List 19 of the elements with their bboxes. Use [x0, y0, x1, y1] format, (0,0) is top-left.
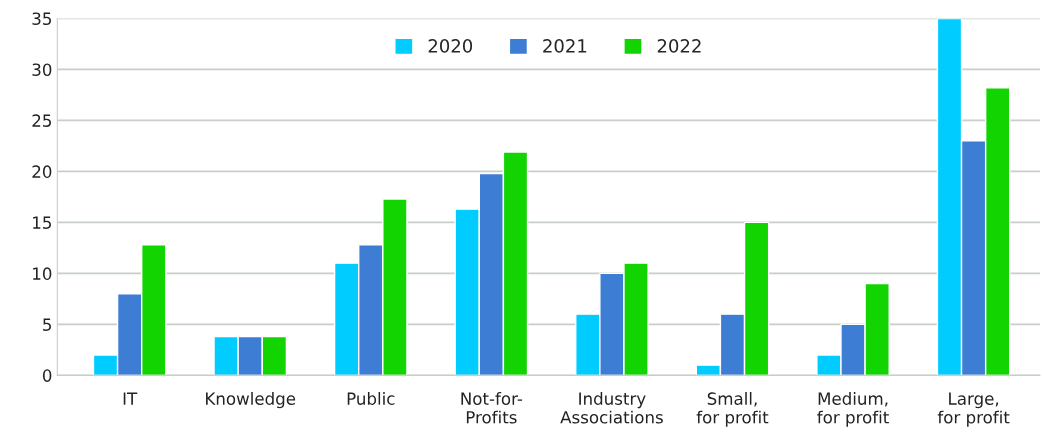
legend-label: 2020	[428, 39, 473, 53]
x-tick-label: Small, for profit	[696, 392, 769, 427]
y-tick-label: 15	[33, 216, 51, 229]
y-tick-label: 20	[32, 165, 52, 178]
x-tick-label: Public	[347, 392, 395, 405]
y-tick-label: 5	[43, 318, 51, 331]
x-tick-label: Large, for profit	[937, 392, 1010, 427]
y-tick-label: 35	[32, 12, 51, 26]
x-tick-label: Not-for- Profits	[461, 392, 523, 424]
x-tick-label: Knowledge	[206, 392, 296, 409]
x-tick-label: Industry Associations	[560, 392, 663, 424]
legend-label: 2022	[657, 39, 701, 53]
legend-label: 2021	[543, 39, 587, 53]
x-tick-label: IT	[123, 392, 138, 405]
y-tick-label: 25	[32, 114, 51, 127]
x-tick-label: Medium, for profit	[817, 392, 889, 427]
y-tick-label: 10	[33, 267, 52, 280]
y-tick-label: 0	[42, 369, 52, 382]
y-tick-label: 30	[32, 63, 52, 76]
